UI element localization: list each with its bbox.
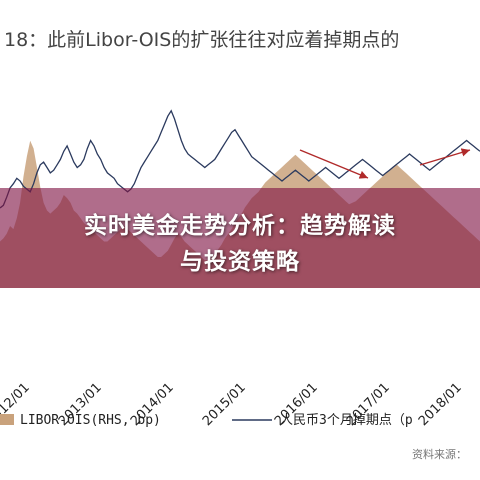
- legend: LIBOR-OIS(RHS, bp) 人民币3个月掉期点（p: [0, 413, 413, 428]
- title-banner: [0, 188, 480, 288]
- swap-points-line-series: [0, 109, 480, 209]
- article-title-line-2: 与投资策略: [180, 249, 300, 275]
- swap-points-line: [0, 109, 480, 209]
- tick-label: 2018/01: [416, 380, 465, 429]
- trend-arrows: [299, 148, 471, 179]
- article-title: 实时美金走势分析：趋势解读 与投资策略: [0, 208, 480, 280]
- source-note: 资料来源：: [412, 447, 467, 461]
- legend-label-area: LIBOR-OIS(RHS, bp): [20, 413, 161, 428]
- trend-arrow: [299, 149, 369, 179]
- trend-arrow: [419, 148, 471, 166]
- chart-title: 18：此前Libor-OIS的扩张往往对应着掉期点的: [4, 29, 399, 51]
- legend-swatch-area: [0, 414, 14, 425]
- article-title-line-1: 实时美金走势分析：趋势解读: [84, 213, 396, 239]
- tick-label: 2015/01: [200, 380, 249, 429]
- legend-label-line: 人民币3个月掉期点（p: [280, 413, 413, 428]
